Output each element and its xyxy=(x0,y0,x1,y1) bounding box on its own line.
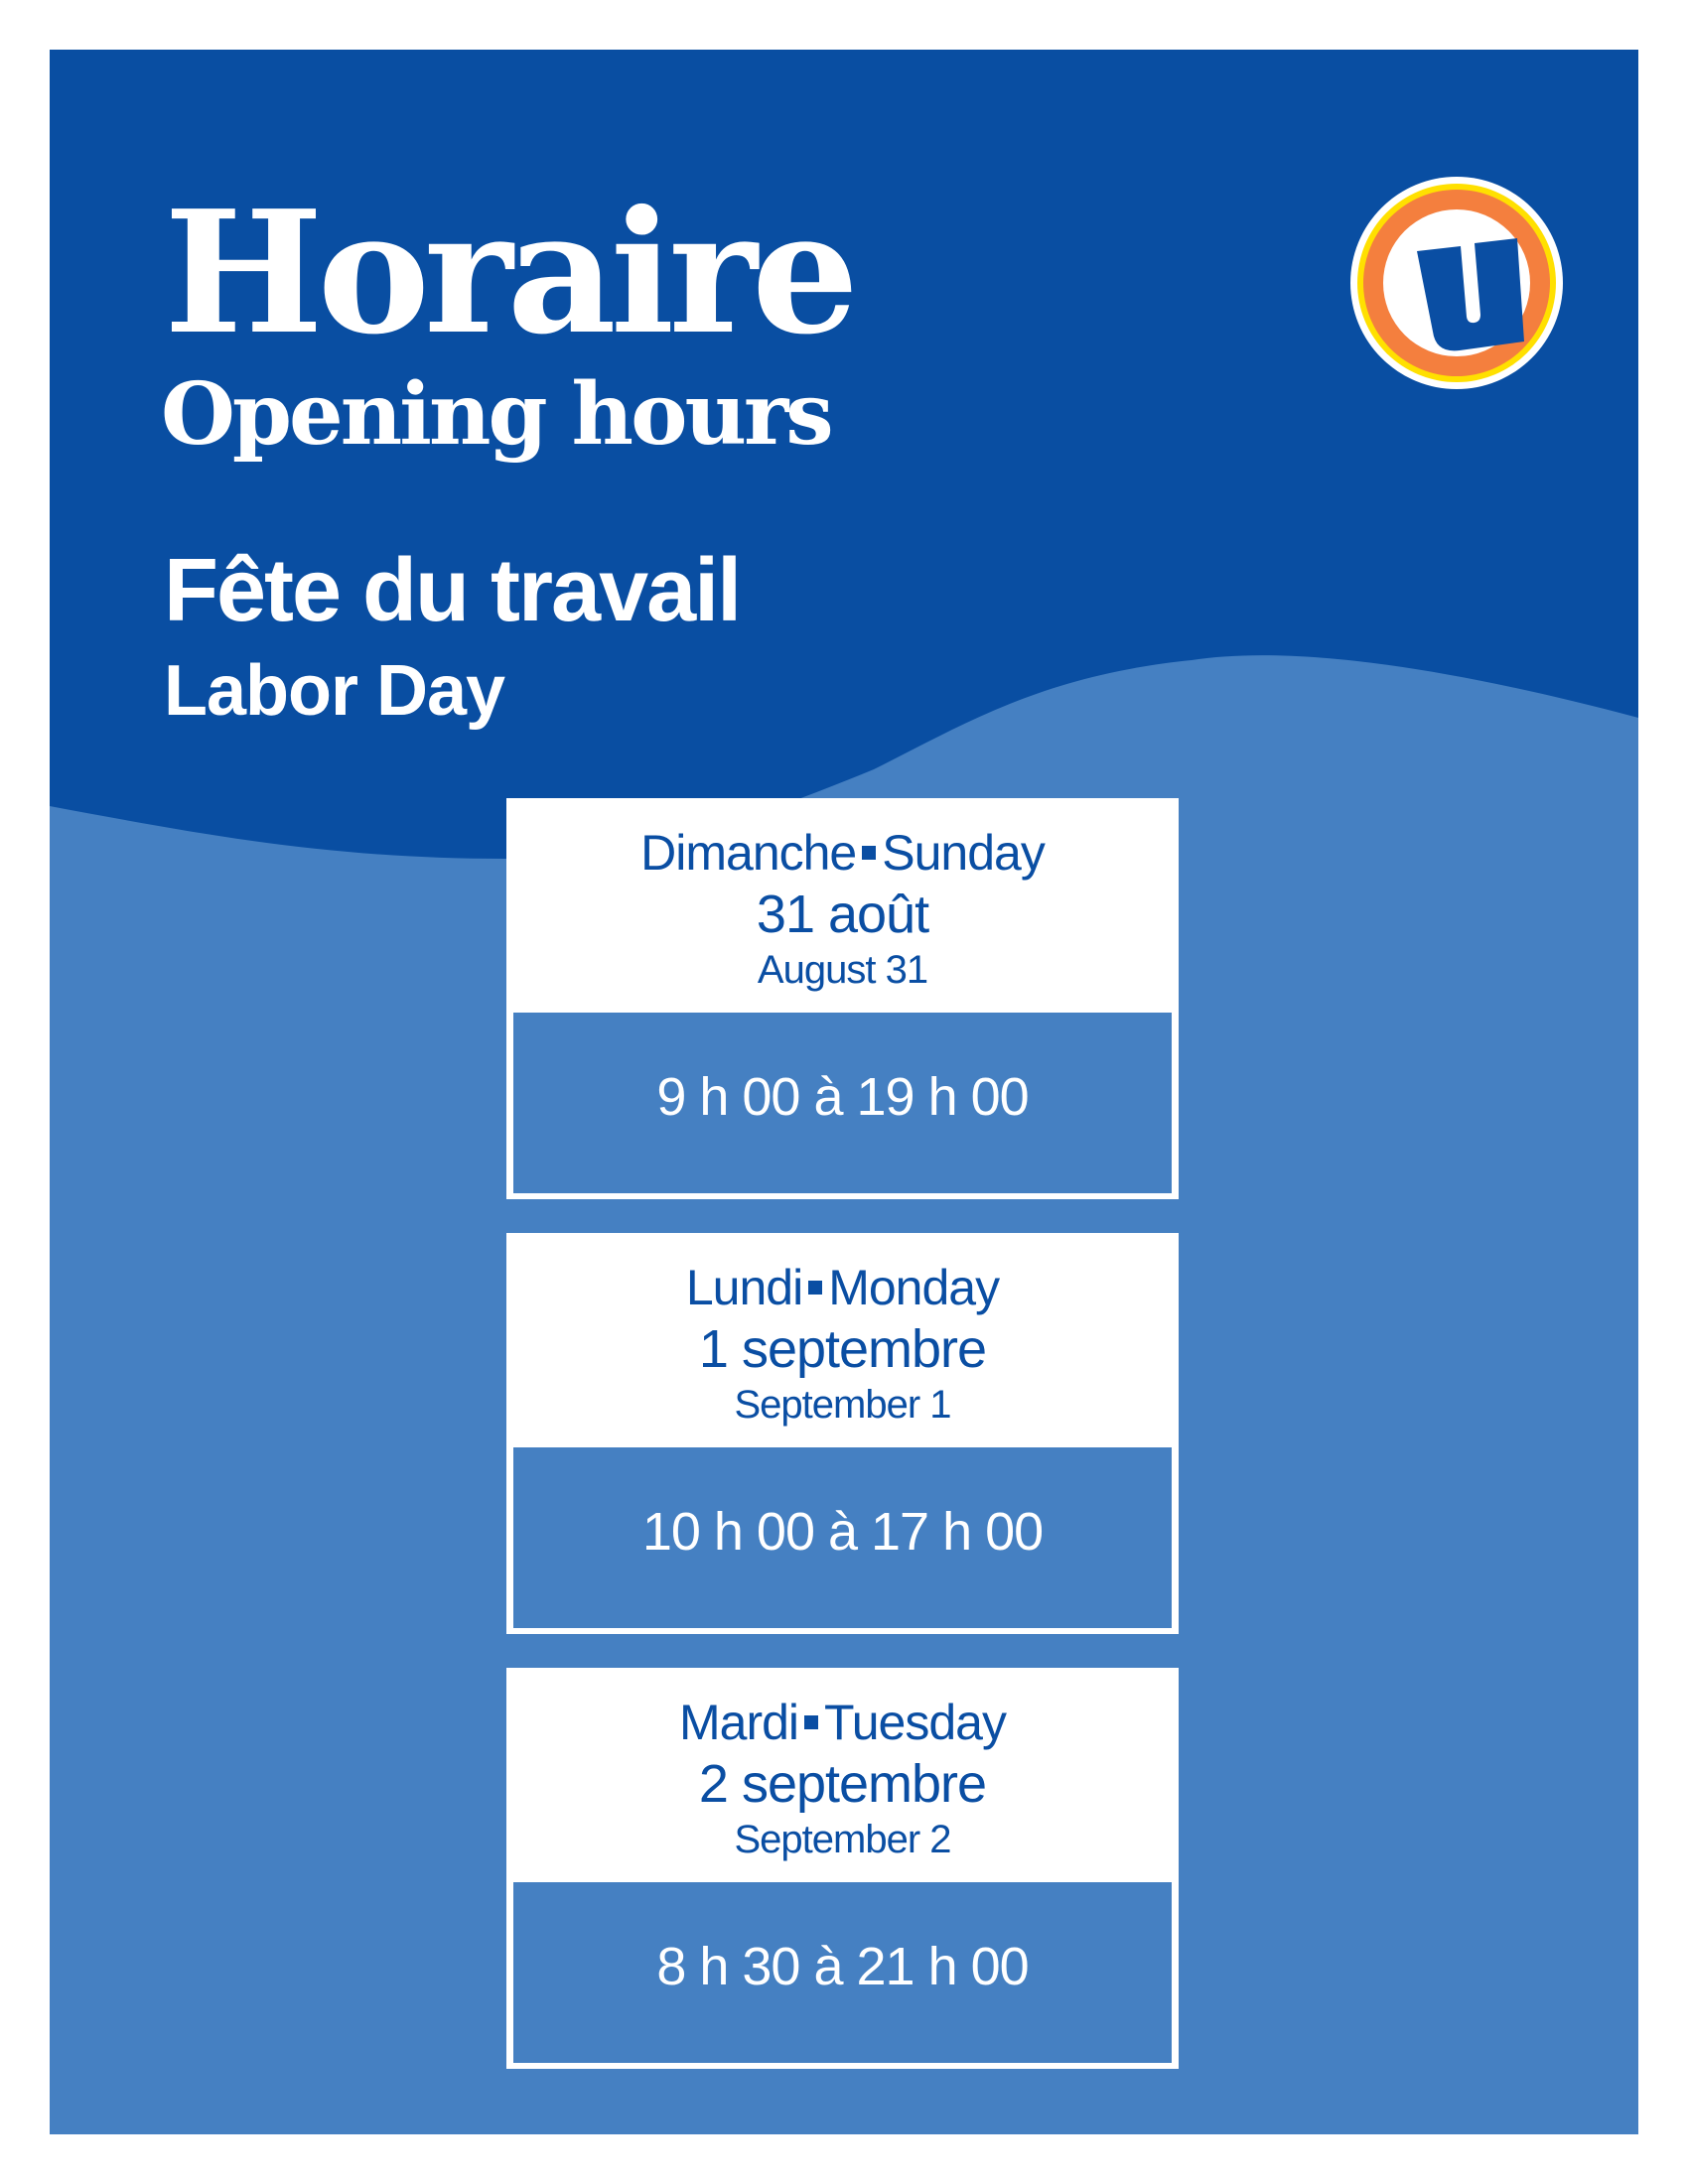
wave-background xyxy=(50,50,1638,859)
bullet-square-icon xyxy=(808,1280,823,1295)
day-label: Mardi Tuesday xyxy=(513,1675,1172,1752)
title-english: Opening hours xyxy=(161,364,834,465)
date-en: September 2 xyxy=(734,1818,951,1861)
hours: 10 h 00 à 17 h 00 xyxy=(513,1447,1172,1628)
day-en: Tuesday xyxy=(824,1695,1007,1750)
day-label: Dimanche Sunday xyxy=(513,805,1172,883)
date-fr: 2 septembre xyxy=(698,1754,987,1814)
bullet-square-icon xyxy=(862,845,877,860)
date-fr: 31 août xyxy=(756,885,929,944)
date-fr: 1 septembre xyxy=(698,1319,987,1379)
day-fr: Dimanche xyxy=(640,825,857,881)
day-en: Monday xyxy=(828,1260,1000,1315)
day-label: Lundi Monday xyxy=(513,1240,1172,1317)
date-en: September 1 xyxy=(734,1383,951,1427)
hours: 9 h 00 à 19 h 00 xyxy=(513,1013,1172,1193)
schedule-card-sunday: Dimanche Sunday 31 août August 31 9 h 00 … xyxy=(506,798,1179,1199)
schedule-card-monday: Lundi Monday 1 septembre September 1 10 h… xyxy=(506,1233,1179,1634)
hours: 8 h 30 à 21 h 00 xyxy=(513,1882,1172,2063)
day-fr: Lundi xyxy=(685,1260,803,1315)
bullet-square-icon xyxy=(804,1714,819,1729)
date-en: August 31 xyxy=(757,948,928,992)
day-en: Sunday xyxy=(882,825,1046,881)
poster-panel: Horaire Opening hours Fête du travail La… xyxy=(50,50,1638,2134)
day-fr: Mardi xyxy=(679,1695,799,1750)
holiday-french: Fête du travail xyxy=(164,541,742,640)
u-logo-icon xyxy=(1350,177,1563,389)
title-french: Horaire xyxy=(164,174,859,372)
holiday-english: Labor Day xyxy=(164,651,505,731)
schedule-card-tuesday: Mardi Tuesday 2 septembre September 2 8 h… xyxy=(506,1668,1179,2069)
